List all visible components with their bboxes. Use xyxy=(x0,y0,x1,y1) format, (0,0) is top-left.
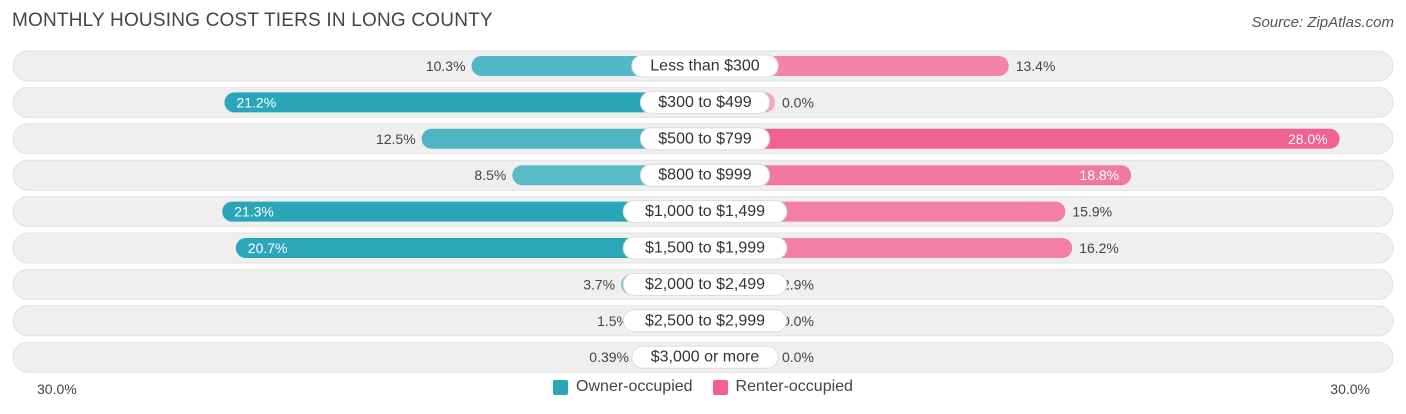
legend-item-renter[interactable]: Renter-occupied xyxy=(712,378,853,396)
renter-value-label: 0.0% xyxy=(782,94,814,110)
renter-bar xyxy=(705,165,1132,186)
owner-value-label: 3.7% xyxy=(583,276,615,292)
owner-value-label: 21.3% xyxy=(234,204,274,220)
category-label: $2,000 to $2,499 xyxy=(645,276,765,293)
renter-value-label: 16.2% xyxy=(1079,240,1119,256)
category-label: $800 to $999 xyxy=(658,167,752,184)
category-label: $300 to $499 xyxy=(658,94,752,111)
renter-value-label: 28.0% xyxy=(1288,131,1328,147)
legend-owner-label: Owner-occupied xyxy=(576,378,693,395)
legend-item-owner[interactable]: Owner-occupied xyxy=(553,378,693,396)
owner-value-label: 10.3% xyxy=(426,58,466,74)
renter-bar xyxy=(705,238,1073,258)
owner-value-label: 21.2% xyxy=(236,94,276,110)
owner-value-label: 0.39% xyxy=(589,349,629,365)
renter-bar xyxy=(705,56,1009,76)
owner-bar xyxy=(421,128,705,149)
category-label: $2,500 to $2,999 xyxy=(645,312,765,329)
renter-swatch xyxy=(712,379,728,395)
renter-value-label: 2.9% xyxy=(782,276,814,292)
renter-bar xyxy=(705,128,1340,149)
category-pill xyxy=(622,272,788,296)
category-pill xyxy=(639,163,771,187)
category-label: $500 to $799 xyxy=(658,130,752,147)
owner-bar xyxy=(224,92,705,113)
axis-left-label: 30.0% xyxy=(37,381,77,397)
category-pill xyxy=(622,200,788,224)
owner-bar xyxy=(235,238,706,258)
category-label: Less than $300 xyxy=(650,58,760,75)
owner-value-label: 20.7% xyxy=(248,240,288,256)
category-label: $3,000 or more xyxy=(651,349,760,366)
renter-value-label: 18.8% xyxy=(1079,167,1119,183)
category-pill xyxy=(622,236,788,260)
renter-value-label: 0.0% xyxy=(782,349,814,365)
source-label: Source: ZipAtlas.com xyxy=(1251,14,1394,31)
axis-right-label: 30.0% xyxy=(1330,381,1370,397)
category-pill xyxy=(622,309,788,333)
category-label: $1,500 to $1,999 xyxy=(645,240,765,257)
renter-value-label: 0.0% xyxy=(782,313,814,329)
renter-value-label: 13.4% xyxy=(1016,58,1056,74)
legend: Owner-occupied Renter-occupied xyxy=(0,378,1406,396)
renter-bar xyxy=(705,201,1066,222)
renter-value-label: 15.9% xyxy=(1072,204,1112,220)
chart-title: MONTHLY HOUSING COST TIERS IN LONG COUNT… xyxy=(12,10,493,31)
category-label: $1,000 to $1,499 xyxy=(645,203,765,220)
category-pill xyxy=(639,90,771,114)
category-pill xyxy=(631,54,779,78)
category-pill xyxy=(639,127,771,151)
category-pill xyxy=(631,345,779,369)
owner-value-label: 1.5% xyxy=(597,313,629,329)
owner-value-label: 8.5% xyxy=(474,167,506,183)
owner-value-label: 12.5% xyxy=(376,131,416,147)
owner-swatch xyxy=(553,379,569,395)
owner-bar xyxy=(222,201,705,222)
legend-renter-label: Renter-occupied xyxy=(735,378,853,395)
